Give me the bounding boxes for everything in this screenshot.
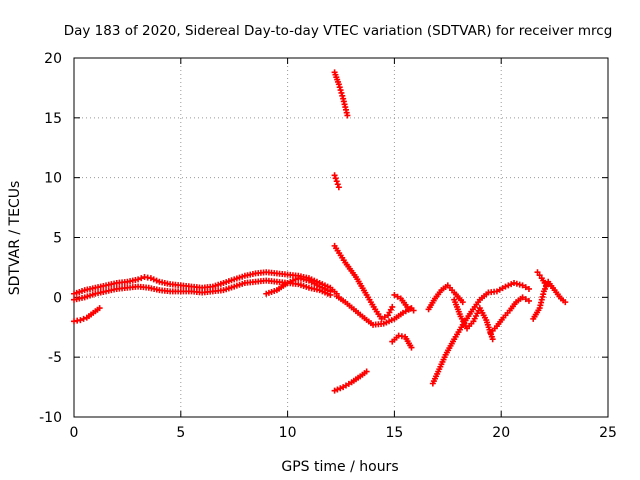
y-tick-label: -10 [39,410,62,426]
data-point [335,81,342,88]
data-point [337,87,344,94]
data-point [135,276,142,283]
data-point [337,385,344,392]
data-point [363,368,370,375]
data-point [562,299,569,306]
data-point [522,284,529,291]
y-tick-label: -5 [48,350,62,366]
data-point [331,172,338,179]
y-tick-label: 10 [44,171,62,187]
data-point [96,305,103,312]
y-tick-label: 5 [53,231,62,247]
chart-title: Day 183 of 2020, Sidereal Day-to-day VTE… [64,23,613,39]
series-sat-N [451,296,496,343]
data-point [459,299,466,306]
data-point [525,297,532,304]
data-point [333,178,340,185]
data-point [334,386,341,393]
series-sat-F [331,172,342,191]
data-point [525,285,532,292]
series-sat-H [331,368,370,394]
series-sat-D [263,275,334,297]
data-point [519,282,526,289]
data-point [407,305,414,312]
series-sat-P [530,278,569,322]
data-point [522,296,529,303]
data-point [389,303,396,310]
grid [74,58,608,417]
data-point [335,184,342,191]
y-tick-label: 0 [53,290,62,306]
data-point [505,282,512,289]
y-axis-label: SDTVAR / TECUs [7,181,23,296]
data-point [339,92,346,99]
series-sat-J [389,332,415,351]
data-point [519,294,526,301]
data-points [71,69,569,394]
data-point [150,276,157,283]
data-point [489,336,496,343]
x-tick-label: 25 [599,425,617,441]
data-point [410,307,417,314]
x-tick-label: 15 [385,425,403,441]
data-point [138,275,145,282]
y-tick-label: 20 [44,51,62,67]
series-sat-I [333,293,415,328]
data-point [408,344,415,351]
series-sat-O [487,294,532,337]
data-point [338,89,345,96]
x-tick-label: 10 [279,425,297,441]
data-point [77,317,84,324]
x-tick-label: 20 [492,425,510,441]
series-sat-G [331,242,396,322]
x-tick-label: 0 [70,425,79,441]
data-point [391,291,398,298]
series-sat-L [429,279,532,387]
data-point [332,175,339,182]
series-sat-C [71,305,103,325]
data-point [381,314,388,321]
data-point [327,288,334,295]
series-sat-E [331,69,351,119]
y-tick-label: 15 [44,111,62,127]
x-tick-label: 5 [176,425,185,441]
data-point [344,112,351,119]
data-point [153,277,160,284]
data-point [378,315,385,322]
data-point [80,315,87,322]
x-axis-label: GPS time / hours [281,459,398,475]
series-sat-K [391,291,417,314]
series-sat-Q [534,269,550,289]
data-point [543,282,550,289]
axis-ticks: 0 5 10 15 20 25 -10 -5 0 5 10 15 20 [39,51,617,441]
data-point [404,303,411,310]
data-point [336,84,343,91]
data-point [508,281,515,288]
data-point [394,293,401,300]
data-point [331,387,338,394]
data-point [147,275,154,282]
series-sat-M [425,282,466,313]
data-point [334,181,341,188]
data-point [502,283,509,290]
